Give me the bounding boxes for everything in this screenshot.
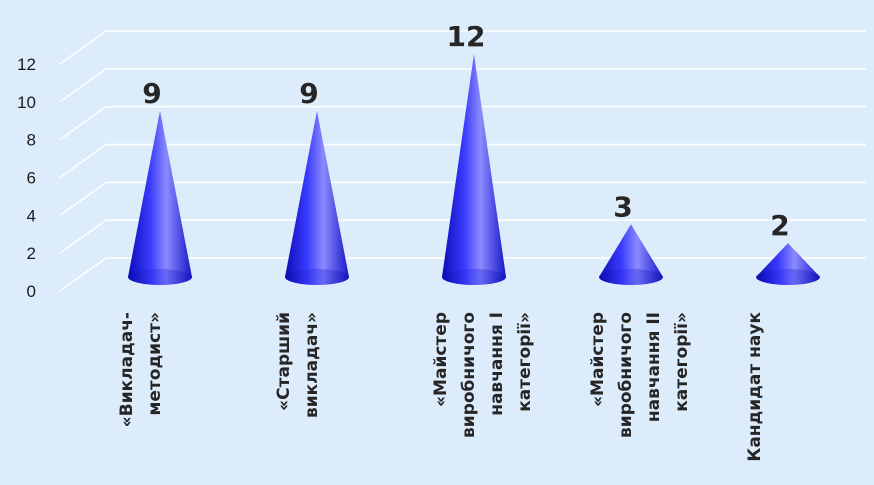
category-label: «Майстер виробничого навчання ІІ категорії» [588, 312, 692, 438]
cone-bar [128, 110, 192, 285]
cone-base [442, 269, 506, 285]
category-label-line: навчання ІІ [644, 312, 664, 422]
cone-base [599, 269, 663, 285]
category-label-line: категорії» [672, 312, 692, 412]
category-label-line: виробничого [616, 312, 636, 438]
gridline [59, 181, 866, 216]
y-tick-label: 12 [17, 55, 36, 74]
category-label: «Викладач-методист» [117, 312, 165, 427]
y-axis-ticks: 0 2 4 6 8 10 12 [17, 55, 36, 301]
cones [128, 54, 820, 285]
cone-bar [599, 224, 663, 285]
data-label: 9 [299, 77, 318, 110]
category-label-line: «Майстер [588, 312, 608, 407]
data-labels: 9 9 12 3 2 [142, 20, 789, 242]
gridline [59, 143, 866, 179]
data-label: 9 [142, 77, 161, 110]
cone-bar [285, 110, 349, 285]
y-tick-label: 0 [27, 282, 36, 301]
category-label: Кандидат наук [745, 312, 765, 462]
y-tick-label: 4 [27, 206, 36, 225]
data-label: 3 [613, 190, 632, 223]
y-tick-label: 2 [27, 244, 36, 263]
category-labels: «Викладач-методист» «Старший викладач» «Май… [117, 312, 765, 462]
cone-base [128, 269, 192, 285]
cone-bar [442, 54, 506, 285]
cone-body [285, 110, 349, 285]
cone-body [599, 224, 663, 285]
data-label: 2 [770, 209, 789, 242]
category-label-line: «Старший [274, 312, 294, 411]
data-label: 12 [447, 20, 486, 53]
y-tick-label: 10 [17, 93, 36, 112]
category-label-line: категорії» [515, 312, 535, 412]
category-label-line: «Викладач- [117, 312, 137, 427]
category-label: «Майстер виробничого навчання І категорії» [431, 312, 535, 438]
cone-body [128, 110, 192, 285]
cone-base [756, 269, 820, 285]
gridline [59, 219, 866, 254]
category-label-line: методист» [145, 312, 165, 416]
category-label-line: навчання І [487, 312, 507, 416]
category-label-line: «Майстер [431, 312, 451, 407]
y-tick-label: 6 [27, 169, 36, 188]
y-tick-label: 8 [27, 131, 36, 150]
category-label: «Старший викладач» [274, 312, 322, 418]
cone-bar [756, 243, 820, 285]
category-label-line: виробничого [459, 312, 479, 438]
category-label-line: Кандидат наук [745, 312, 765, 462]
cone-base [285, 269, 349, 285]
gridline [59, 105, 866, 141]
category-label-line: викладач» [302, 312, 322, 418]
cone-body [442, 54, 506, 285]
gridlines [59, 30, 866, 292]
gridline [59, 30, 866, 65]
gridline [59, 68, 866, 103]
